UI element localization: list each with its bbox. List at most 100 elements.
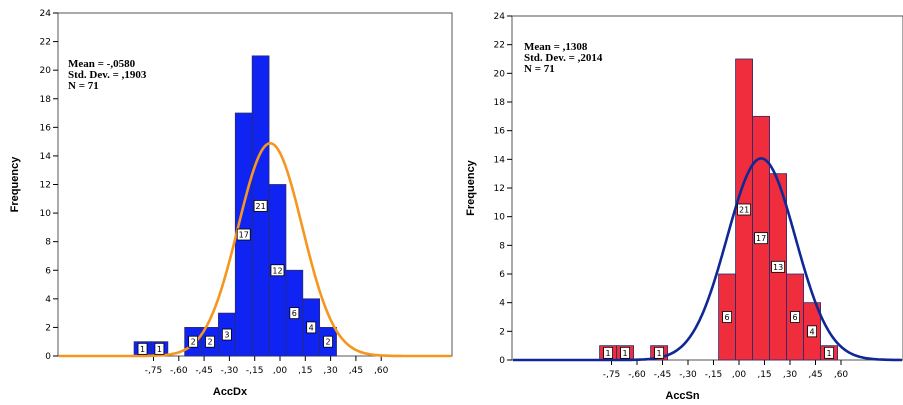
data-label: 21 (739, 206, 749, 215)
x-tick-label: ,15 (757, 370, 771, 380)
data-label: 1 (623, 349, 628, 358)
data-label-box (722, 311, 732, 323)
data-label-box (253, 200, 268, 212)
data-label: 13 (773, 263, 783, 272)
x-tick-label: ,45 (808, 370, 822, 380)
data-label: 1 (140, 345, 145, 354)
data-label-box (654, 346, 664, 359)
x-tick-label: -,45 (654, 370, 672, 380)
data-label: 17 (239, 231, 249, 240)
data-label-box (807, 325, 817, 338)
x-tick-label: ,00 (273, 366, 288, 376)
data-label-box (306, 321, 317, 334)
data-label-box (790, 311, 800, 323)
x-tick-label: ,60 (374, 366, 389, 376)
y-tick-label: 0 (45, 352, 51, 362)
data-label-box (154, 342, 165, 355)
stats-line: N = 71 (68, 80, 99, 92)
x-tick-label: ,45 (349, 366, 363, 376)
y-axis-title: Frequency (9, 156, 21, 213)
data-label: 2 (326, 338, 331, 347)
stats-line: Std. Dev. = ,2014 (524, 52, 603, 64)
data-label: 6 (725, 313, 730, 322)
y-tick-label: 14 (494, 155, 506, 165)
stats-line: Mean = -,0580 (68, 58, 136, 70)
data-label-box (620, 346, 630, 359)
data-label-box (221, 328, 232, 341)
y-tick-label: 0 (499, 356, 505, 366)
y-tick-label: 22 (494, 41, 505, 51)
y-tick-label: 24 (40, 9, 52, 19)
y-tick-label: 10 (494, 213, 506, 223)
x-tick-label: -,30 (221, 366, 239, 376)
y-tick-label: 20 (40, 66, 52, 76)
data-label: 1 (157, 345, 162, 354)
data-label-box (754, 232, 768, 245)
stats-line: Std. Dev. = ,1903 (68, 69, 147, 81)
data-label-box (236, 228, 251, 241)
y-tick-label: 8 (499, 241, 505, 251)
data-label: 6 (793, 313, 798, 322)
x-tick-label: ,60 (834, 370, 849, 380)
x-tick-label: -,15 (705, 370, 723, 380)
normal-curve (513, 157, 902, 362)
y-tick-label: 12 (494, 184, 505, 194)
x-axis-title: AccDx (213, 386, 248, 398)
data-label-box (323, 335, 333, 348)
data-label: 2 (191, 338, 196, 347)
y-tick-label: 16 (40, 123, 52, 133)
x-tick-label: -,30 (679, 370, 697, 380)
y-tick-label: 18 (40, 95, 52, 105)
data-label: 1 (657, 349, 662, 358)
y-tick-label: 8 (45, 238, 51, 248)
y-tick-label: 18 (494, 98, 506, 108)
data-label-box (289, 307, 300, 320)
y-tick-label: 12 (40, 181, 51, 191)
data-label-box (771, 260, 785, 273)
stats-line: N = 71 (524, 63, 555, 75)
data-label-box (270, 264, 285, 277)
x-tick-label: -,60 (628, 370, 646, 380)
y-tick-label: 2 (45, 323, 51, 333)
x-axis-title: AccSn (665, 390, 700, 402)
data-label-box (603, 346, 613, 359)
y-tick-label: 22 (40, 38, 51, 48)
data-label: 3 (224, 331, 229, 340)
data-label-box (824, 346, 834, 359)
data-label: 12 (272, 266, 282, 275)
y-axis-title: Frequency (465, 159, 477, 216)
x-tick-label: ,30 (783, 370, 798, 380)
x-tick-label: -,75 (603, 370, 621, 380)
y-tick-label: 4 (45, 295, 51, 305)
data-label: 6 (292, 309, 297, 318)
data-label-box (137, 342, 148, 355)
stats-line: Mean = ,1308 (524, 41, 588, 53)
data-label-box (737, 203, 751, 216)
y-tick-label: 6 (45, 266, 51, 276)
x-tick-label: -,15 (246, 366, 264, 376)
x-tick-label: ,15 (298, 366, 312, 376)
data-label-box (188, 335, 199, 348)
x-tick-label: -,75 (145, 366, 163, 376)
data-label: 4 (810, 327, 815, 336)
x-tick-label: ,00 (732, 370, 747, 380)
y-tick-label: 4 (499, 299, 505, 309)
x-tick-label: -,60 (170, 366, 188, 376)
data-label: 21 (256, 202, 266, 211)
x-tick-label: -,45 (195, 366, 213, 376)
y-tick-label: 2 (499, 327, 505, 337)
y-tick-label: 24 (494, 12, 506, 22)
plot-area (511, 15, 903, 361)
x-tick-label: ,30 (323, 366, 338, 376)
data-label: 2 (207, 338, 212, 347)
data-label: 4 (309, 323, 314, 332)
data-label: 17 (756, 234, 766, 243)
data-label-box (205, 335, 215, 348)
y-tick-label: 20 (494, 69, 506, 79)
y-tick-label: 10 (40, 209, 52, 219)
normal-curve (59, 142, 451, 358)
y-tick-label: 16 (494, 127, 506, 137)
